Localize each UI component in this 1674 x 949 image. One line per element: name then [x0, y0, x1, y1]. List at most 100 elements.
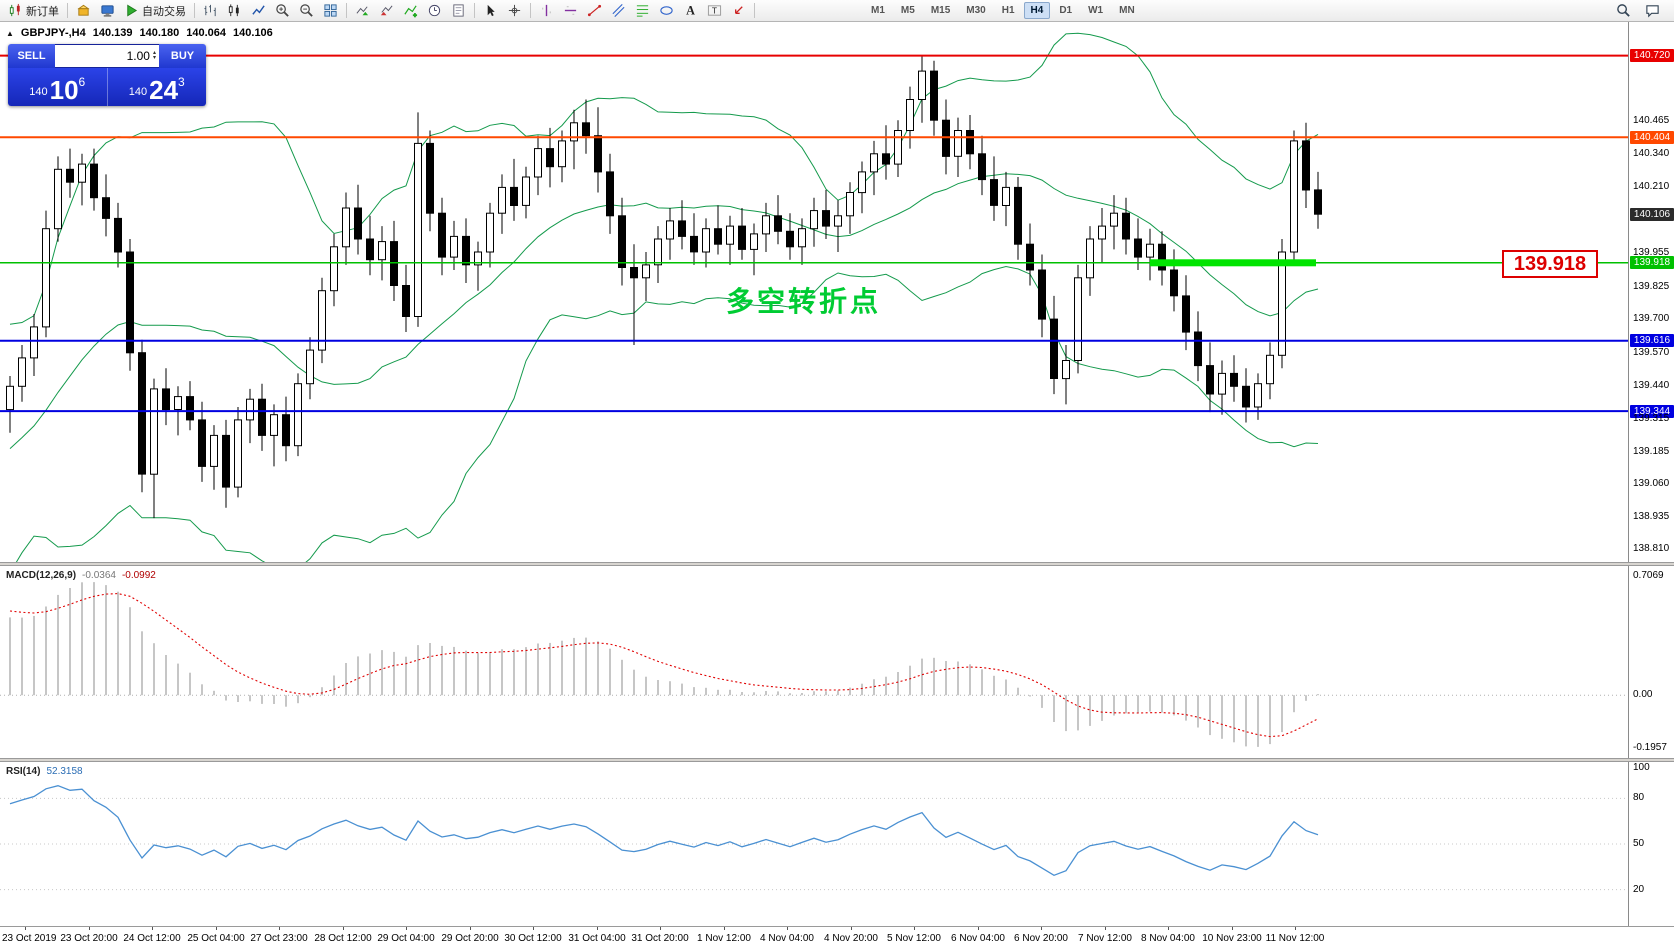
sell-price-button[interactable]: 140 10 6 [8, 68, 107, 106]
time-tick-mark [152, 927, 153, 930]
candle-bearish [630, 267, 638, 279]
vertical-line-button[interactable] [535, 1, 558, 20]
main-toolbar: 新订单 自动交易 A T M1 M5 M15 M30 H1 H4 D1 W1 MN [0, 0, 1674, 22]
candle-bearish [138, 352, 146, 475]
trendline-button[interactable] [583, 1, 606, 20]
terminal-button[interactable] [96, 1, 119, 20]
buy-price-pip: 3 [178, 75, 185, 89]
time-axis: 23 Oct 2019 23 Oct 20:00 24 Oct 12:00 25 Oc… [0, 926, 1674, 949]
arrows-button[interactable] [727, 1, 750, 20]
chart-annotation-text[interactable]: 多空转折点 [726, 286, 882, 317]
time-tick-mark [533, 927, 534, 930]
time-tick-label: 4 Nov 04:00 [760, 933, 814, 944]
candle-bullish [1002, 186, 1010, 206]
horizontal-line-button[interactable] [559, 1, 582, 20]
chart-bars-button[interactable] [199, 1, 222, 20]
zoom-out-icon [299, 3, 314, 18]
time-tick-label: 1 Nov 12:00 [697, 933, 751, 944]
buy-price-button[interactable]: 140 24 3 [106, 68, 207, 106]
candle-bullish [330, 246, 338, 292]
chart-shift-button[interactable] [375, 1, 398, 20]
templates-button[interactable] [447, 1, 470, 20]
text-button[interactable]: A [679, 1, 702, 20]
rsi-name: RSI(14) [6, 766, 41, 777]
buy-button[interactable]: BUY [159, 44, 206, 68]
shapes-button[interactable] [655, 1, 678, 20]
price-tick-label: 139.700 [1633, 313, 1670, 324]
market-button[interactable] [72, 1, 95, 20]
candle-bearish [1050, 318, 1058, 380]
timeframe-w1-button[interactable]: W1 [1088, 5, 1104, 16]
candle-bearish [978, 153, 986, 181]
chart-line-button[interactable] [247, 1, 270, 20]
autotrading-button[interactable]: 自动交易 [120, 1, 190, 20]
price-callout-box[interactable]: 139.918 [1502, 250, 1598, 278]
volume-down-button[interactable]: ▾ [152, 55, 156, 61]
channel-button[interactable] [607, 1, 630, 20]
search-button[interactable] [1612, 1, 1635, 20]
tile-windows-button[interactable] [319, 1, 342, 20]
candle-bullish [246, 398, 254, 421]
candle-bearish [738, 225, 746, 250]
time-tick-label: 10 Nov 23:00 [1202, 933, 1262, 944]
new-order-button[interactable]: 新订单 [4, 1, 63, 20]
play-green-icon [124, 3, 139, 18]
rsi-splitter[interactable] [0, 758, 1674, 762]
price-badge-139.616: 139.616 [1630, 334, 1674, 347]
volume-up-button[interactable]: ▴ [152, 50, 156, 56]
sell-button[interactable]: SELL [8, 44, 55, 68]
auto-scroll-button[interactable] [351, 1, 374, 20]
macd-splitter[interactable] [0, 562, 1674, 566]
timeframe-h1-button[interactable]: H1 [1001, 5, 1015, 16]
open-value: 140.139 [92, 27, 133, 39]
text-label-button[interactable]: T [703, 1, 726, 20]
toolbar-separator [194, 3, 195, 18]
candle-bearish [546, 148, 554, 168]
one-click-collapse-icon[interactable]: ▲ [6, 28, 14, 38]
time-tick-mark [660, 927, 661, 930]
fibonacci-button[interactable] [631, 1, 654, 20]
chart-candles-button[interactable] [223, 1, 246, 20]
candle-bullish [1086, 238, 1094, 279]
candle-bearish [606, 171, 614, 217]
price-tick-label: 139.570 [1633, 347, 1670, 358]
chat-button[interactable] [1641, 1, 1664, 20]
timeframe-m5-button[interactable]: M5 [900, 5, 915, 16]
candle-bullish [870, 153, 878, 173]
timeframe-h4-button[interactable]: H4 [1023, 2, 1051, 19]
candle-bullish [1110, 212, 1118, 227]
time-tick-mark [406, 927, 407, 930]
periods-button[interactable] [423, 1, 446, 20]
candle-bullish [1278, 251, 1286, 356]
candle-bearish [1242, 385, 1250, 408]
crosshair-button[interactable] [503, 1, 526, 20]
volume-input[interactable]: 1.00 ▴ ▾ [55, 44, 159, 68]
chart-header: ▲ GBPJPY-,H4 140.139 140.180 140.064 140… [6, 27, 273, 39]
zoom-in-button[interactable] [271, 1, 294, 20]
candle-bullish [702, 228, 710, 253]
monitor-icon [100, 3, 115, 18]
candle-bearish [1170, 269, 1178, 297]
timeframe-m15-button[interactable]: M15 [930, 5, 951, 16]
time-tick-label: 23 Oct 2019 [2, 933, 57, 944]
candle-bearish [462, 235, 470, 266]
cursor-button[interactable] [479, 1, 502, 20]
time-tick-mark [25, 927, 26, 930]
candle-bullish [906, 99, 914, 131]
candle-bearish [678, 220, 686, 237]
macd-axis-label: 0.00 [1633, 689, 1653, 700]
timeframe-m30-button[interactable]: M30 [966, 5, 986, 16]
macd-svg [0, 566, 1628, 758]
timeframe-m1-button[interactable]: M1 [871, 5, 885, 16]
time-tick-label: 23 Oct 20:00 [60, 933, 118, 944]
zoom-out-button[interactable] [295, 1, 318, 20]
indicators-button[interactable] [399, 1, 422, 20]
highlight-segment[interactable] [1150, 259, 1316, 267]
candle-bullish [30, 326, 38, 359]
timeframe-d1-button[interactable]: D1 [1059, 5, 1073, 16]
toolbar-separator [530, 3, 531, 18]
price-badge-140.404: 140.404 [1630, 131, 1674, 144]
timeframe-mn-button[interactable]: MN [1119, 5, 1135, 16]
gold-box-icon [76, 3, 91, 18]
macd-signal-value: -0.0992 [121, 570, 156, 581]
